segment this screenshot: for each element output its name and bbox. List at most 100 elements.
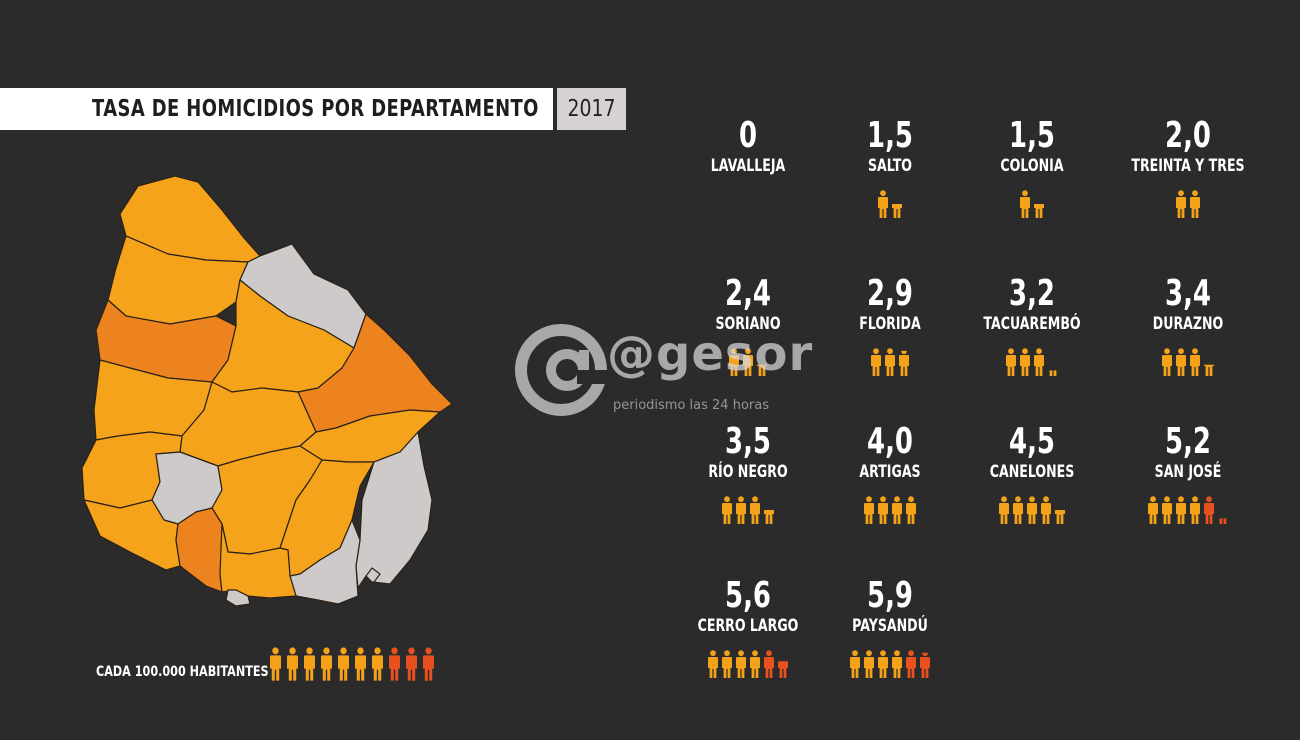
rate-3-icon-1 bbox=[1176, 190, 1186, 218]
rate-10-icon-3 bbox=[1027, 496, 1037, 524]
rate-card: 2,0 TREINTA Y TRES bbox=[1108, 118, 1268, 248]
rate-12-icon-6 bbox=[778, 661, 788, 678]
map-coast-detail bbox=[365, 567, 381, 583]
rate-icons bbox=[1176, 190, 1200, 218]
rate-11-icon-6 bbox=[1219, 518, 1227, 524]
at-sign-icon bbox=[515, 324, 615, 416]
rate-7-icon-2 bbox=[1176, 348, 1186, 376]
rate-value: 2,0 bbox=[1165, 115, 1211, 156]
rate-value: 4,5 bbox=[1009, 421, 1055, 462]
rate-4-icon-2 bbox=[743, 348, 753, 376]
rate-card: 2,4 SORIANO bbox=[668, 276, 828, 406]
map-dept-montevideo bbox=[225, 589, 251, 607]
rate-11-icon-1 bbox=[1148, 496, 1158, 524]
legend-label: CADA 100.000 HABITANTES bbox=[96, 664, 269, 680]
rate-icons bbox=[722, 496, 774, 524]
rate-6-icon-4 bbox=[1049, 370, 1057, 376]
year-badge: 2017 bbox=[557, 88, 626, 130]
rate-10-icon-1 bbox=[999, 496, 1009, 524]
legend-person-icon bbox=[355, 647, 366, 681]
department-name: CERRO LARGO bbox=[697, 616, 799, 636]
rate-icons bbox=[864, 496, 916, 524]
rate-13-icon-1 bbox=[850, 650, 860, 678]
map-dept-canelones bbox=[219, 523, 297, 599]
uruguay-map bbox=[81, 175, 453, 607]
department-name: LAVALLEJA bbox=[710, 156, 786, 176]
rate-value: 3,2 bbox=[1009, 273, 1055, 314]
department-name: FLORIDA bbox=[859, 314, 921, 334]
rate-9-icon-3 bbox=[892, 496, 902, 524]
rate-7-icon-1 bbox=[1162, 348, 1172, 376]
rate-value: 4,0 bbox=[867, 421, 913, 462]
rate-card: 3,5 RÍO NEGRO bbox=[668, 424, 828, 554]
chart-title: TASA DE HOMICIDIOS POR DEPARTAMENTO bbox=[92, 96, 539, 122]
rate-8-icon-1 bbox=[722, 496, 732, 524]
legend-person-icon bbox=[423, 647, 434, 681]
rate-13-icon-5 bbox=[906, 650, 916, 678]
legend-person-icon bbox=[304, 647, 315, 681]
rate-1-icon-2 bbox=[892, 204, 902, 218]
department-name: DURAZNO bbox=[1152, 314, 1224, 334]
legend-person-icon bbox=[270, 647, 281, 681]
rate-11-icon-5 bbox=[1204, 496, 1214, 524]
legend-person-icon bbox=[287, 647, 298, 681]
rate-icons bbox=[999, 496, 1065, 524]
rate-card: 4,5 CANELONES bbox=[952, 424, 1112, 554]
rate-card: 3,4 DURAZNO bbox=[1108, 276, 1268, 406]
department-name: RÍO NEGRO bbox=[708, 462, 788, 482]
rate-value: 5,2 bbox=[1165, 421, 1211, 462]
rate-12-icon-2 bbox=[722, 650, 732, 678]
department-name: SALTO bbox=[867, 156, 913, 176]
rate-value: 0 bbox=[738, 115, 758, 156]
rate-12-icon-3 bbox=[736, 650, 746, 678]
legend-person-icon bbox=[406, 647, 417, 681]
rate-value: 5,9 bbox=[867, 575, 913, 616]
rate-card: 1,5 SALTO bbox=[810, 118, 970, 248]
rate-value: 1,5 bbox=[1009, 115, 1055, 156]
rate-13-icon-6 bbox=[920, 652, 930, 678]
department-name: TREINTA Y TRES bbox=[1131, 156, 1245, 176]
rate-value: 2,4 bbox=[725, 273, 771, 314]
legend-person-icon bbox=[338, 647, 349, 681]
rate-card: 1,5 COLONIA bbox=[952, 118, 1112, 248]
rate-12-icon-5 bbox=[764, 650, 774, 678]
rate-value: 3,5 bbox=[725, 421, 771, 462]
rate-9-icon-2 bbox=[878, 496, 888, 524]
rate-13-icon-4 bbox=[892, 650, 902, 678]
department-name: COLONIA bbox=[1000, 156, 1064, 176]
rate-6-icon-3 bbox=[1034, 348, 1044, 376]
rate-10-icon-2 bbox=[1013, 496, 1023, 524]
department-name: SORIANO bbox=[715, 314, 781, 334]
department-name: ARTIGAS bbox=[859, 462, 921, 482]
rate-12-icon-1 bbox=[708, 650, 718, 678]
legend-person-icon bbox=[389, 647, 400, 681]
legend-icons bbox=[270, 647, 434, 681]
map-dept-salto bbox=[107, 235, 249, 325]
rate-card: 5,9 PAYSANDÚ bbox=[810, 578, 970, 708]
title-bar: TASA DE HOMICIDIOS POR DEPARTAMENTO bbox=[0, 88, 553, 130]
rate-4-icon-3 bbox=[757, 364, 767, 376]
rate-value: 2,9 bbox=[867, 273, 913, 314]
rate-12-icon-4 bbox=[750, 650, 760, 678]
rate-value: 1,5 bbox=[867, 115, 913, 156]
department-name: CANELONES bbox=[989, 462, 1075, 482]
rate-2-icon-2 bbox=[1034, 204, 1044, 218]
rate-value: 3,4 bbox=[1165, 273, 1211, 314]
map-dept-maldonado bbox=[289, 519, 361, 605]
rate-icons bbox=[708, 650, 788, 678]
rate-icons bbox=[1148, 496, 1227, 524]
rate-icons bbox=[1006, 348, 1057, 376]
rate-value: 5,6 bbox=[725, 575, 771, 616]
rate-icons bbox=[871, 348, 909, 376]
rate-9-icon-1 bbox=[864, 496, 874, 524]
rate-4-icon-1 bbox=[729, 348, 739, 376]
rate-icons bbox=[1020, 190, 1044, 218]
rate-5-icon-3 bbox=[899, 350, 909, 376]
rate-11-icon-2 bbox=[1162, 496, 1172, 524]
rate-10-icon-5 bbox=[1055, 510, 1065, 524]
rate-3-icon-2 bbox=[1190, 190, 1200, 218]
rate-2-icon-1 bbox=[1020, 190, 1030, 218]
rate-7-icon-4 bbox=[1204, 364, 1214, 376]
legend-person-icon bbox=[372, 647, 383, 681]
department-name: SAN JOSÉ bbox=[1154, 462, 1222, 482]
